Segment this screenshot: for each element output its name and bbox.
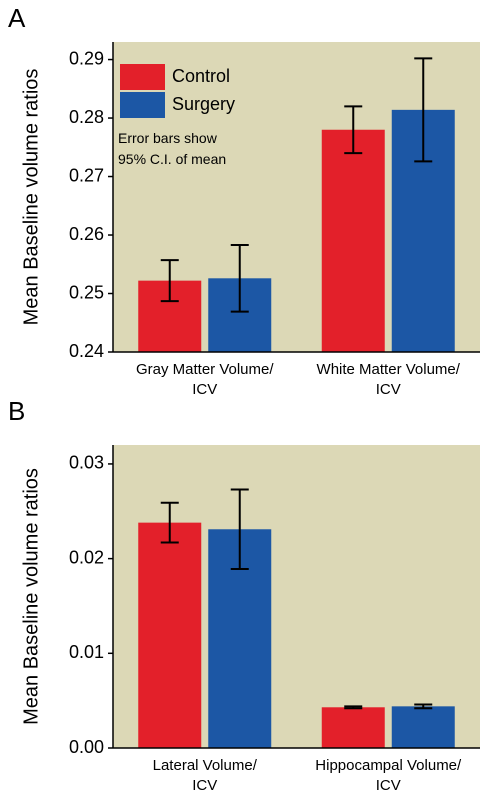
legend-label: Control: [172, 66, 230, 86]
error-bar: [230, 243, 249, 313]
y-tick-label: 0.27: [69, 165, 104, 185]
y-axis-label: Mean Baseline volume ratios: [20, 468, 42, 725]
bar: [391, 706, 455, 748]
y-tick-label: 0.24: [69, 341, 104, 361]
error-bar: [230, 488, 249, 571]
error-bar: [414, 57, 433, 163]
legend-swatch: [120, 92, 165, 118]
y-tick-label: 0.03: [69, 453, 104, 473]
y-tick-label: 0.00: [69, 737, 104, 757]
x-tick-label: White Matter Volume/ ICV: [316, 361, 460, 398]
panel-label: B: [8, 396, 25, 426]
error-bar: [160, 501, 179, 544]
error-bar: [414, 703, 433, 710]
y-tick-label: 0.26: [69, 224, 104, 244]
error-bar: [344, 705, 363, 710]
annotation: Error bars show 95% C.I. of mean: [118, 130, 227, 167]
y-tick-label: 0.01: [69, 642, 104, 662]
bar: [321, 707, 385, 748]
error-bar: [160, 259, 179, 303]
error-bar: [344, 105, 363, 155]
legend-label: Surgery: [172, 94, 235, 114]
y-axis-label: Mean Baseline volume ratios: [20, 69, 42, 326]
bar: [321, 129, 385, 352]
y-tick-label: 0.25: [69, 282, 104, 302]
panel-label: A: [8, 3, 26, 33]
y-tick-label: 0.28: [69, 107, 104, 127]
x-tick-label: Gray Matter Volume/ ICV: [135, 361, 274, 398]
bar: [138, 522, 202, 748]
x-tick-label: Lateral Volume/ ICV: [152, 757, 257, 794]
legend-swatch: [120, 64, 165, 90]
y-tick-label: 0.29: [69, 48, 104, 68]
y-tick-label: 0.02: [69, 547, 104, 567]
x-tick-label: Hippocampal Volume/ ICV: [315, 757, 462, 794]
